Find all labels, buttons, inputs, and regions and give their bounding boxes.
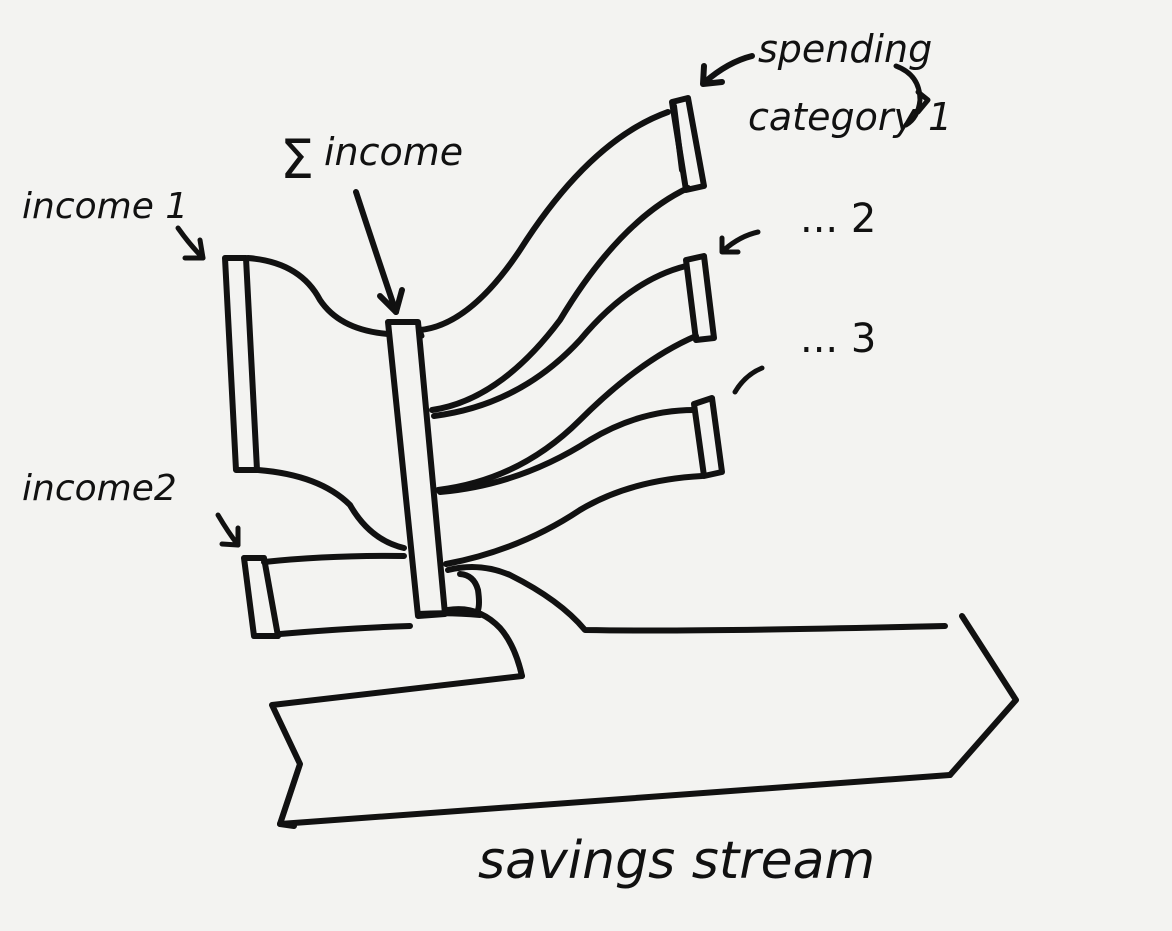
label-income-2: income2 [22, 468, 177, 509]
node-category-1 [669, 95, 707, 193]
label-income-1: income 1 [22, 186, 188, 227]
arrow-category-3 [732, 365, 765, 395]
label-sum-symbol: Σ [280, 128, 314, 191]
label-sum-income: income [324, 130, 463, 174]
arrow-sum-income [353, 189, 405, 315]
label-category-3: ... 3 [800, 316, 876, 362]
label-spending: spending [758, 27, 932, 71]
link-sum-to-category-2 [431, 263, 699, 493]
link-sum-to-savings [415, 564, 948, 679]
node-category-3 [691, 395, 725, 479]
savings-stream-band [269, 613, 1019, 829]
link-income-1-to-sum [245, 255, 407, 551]
label-category-2: ... 2 [800, 196, 876, 242]
node-category-2 [683, 253, 717, 343]
node-income-1 [222, 255, 260, 473]
node-sum-income [385, 319, 448, 619]
arrow-category-1 [700, 53, 755, 87]
label-savings-stream: savings stream [478, 831, 875, 891]
link-sum-to-category-3 [437, 407, 705, 567]
arrow-income-1 [175, 225, 206, 261]
bracket-category-1 [893, 63, 931, 128]
link-sum-to-category-1 [417, 109, 691, 413]
link-income-2-to-sum [261, 552, 413, 637]
arrow-income-2 [215, 512, 241, 548]
arrow-category-2 [719, 229, 761, 255]
node-income-2 [241, 555, 281, 639]
